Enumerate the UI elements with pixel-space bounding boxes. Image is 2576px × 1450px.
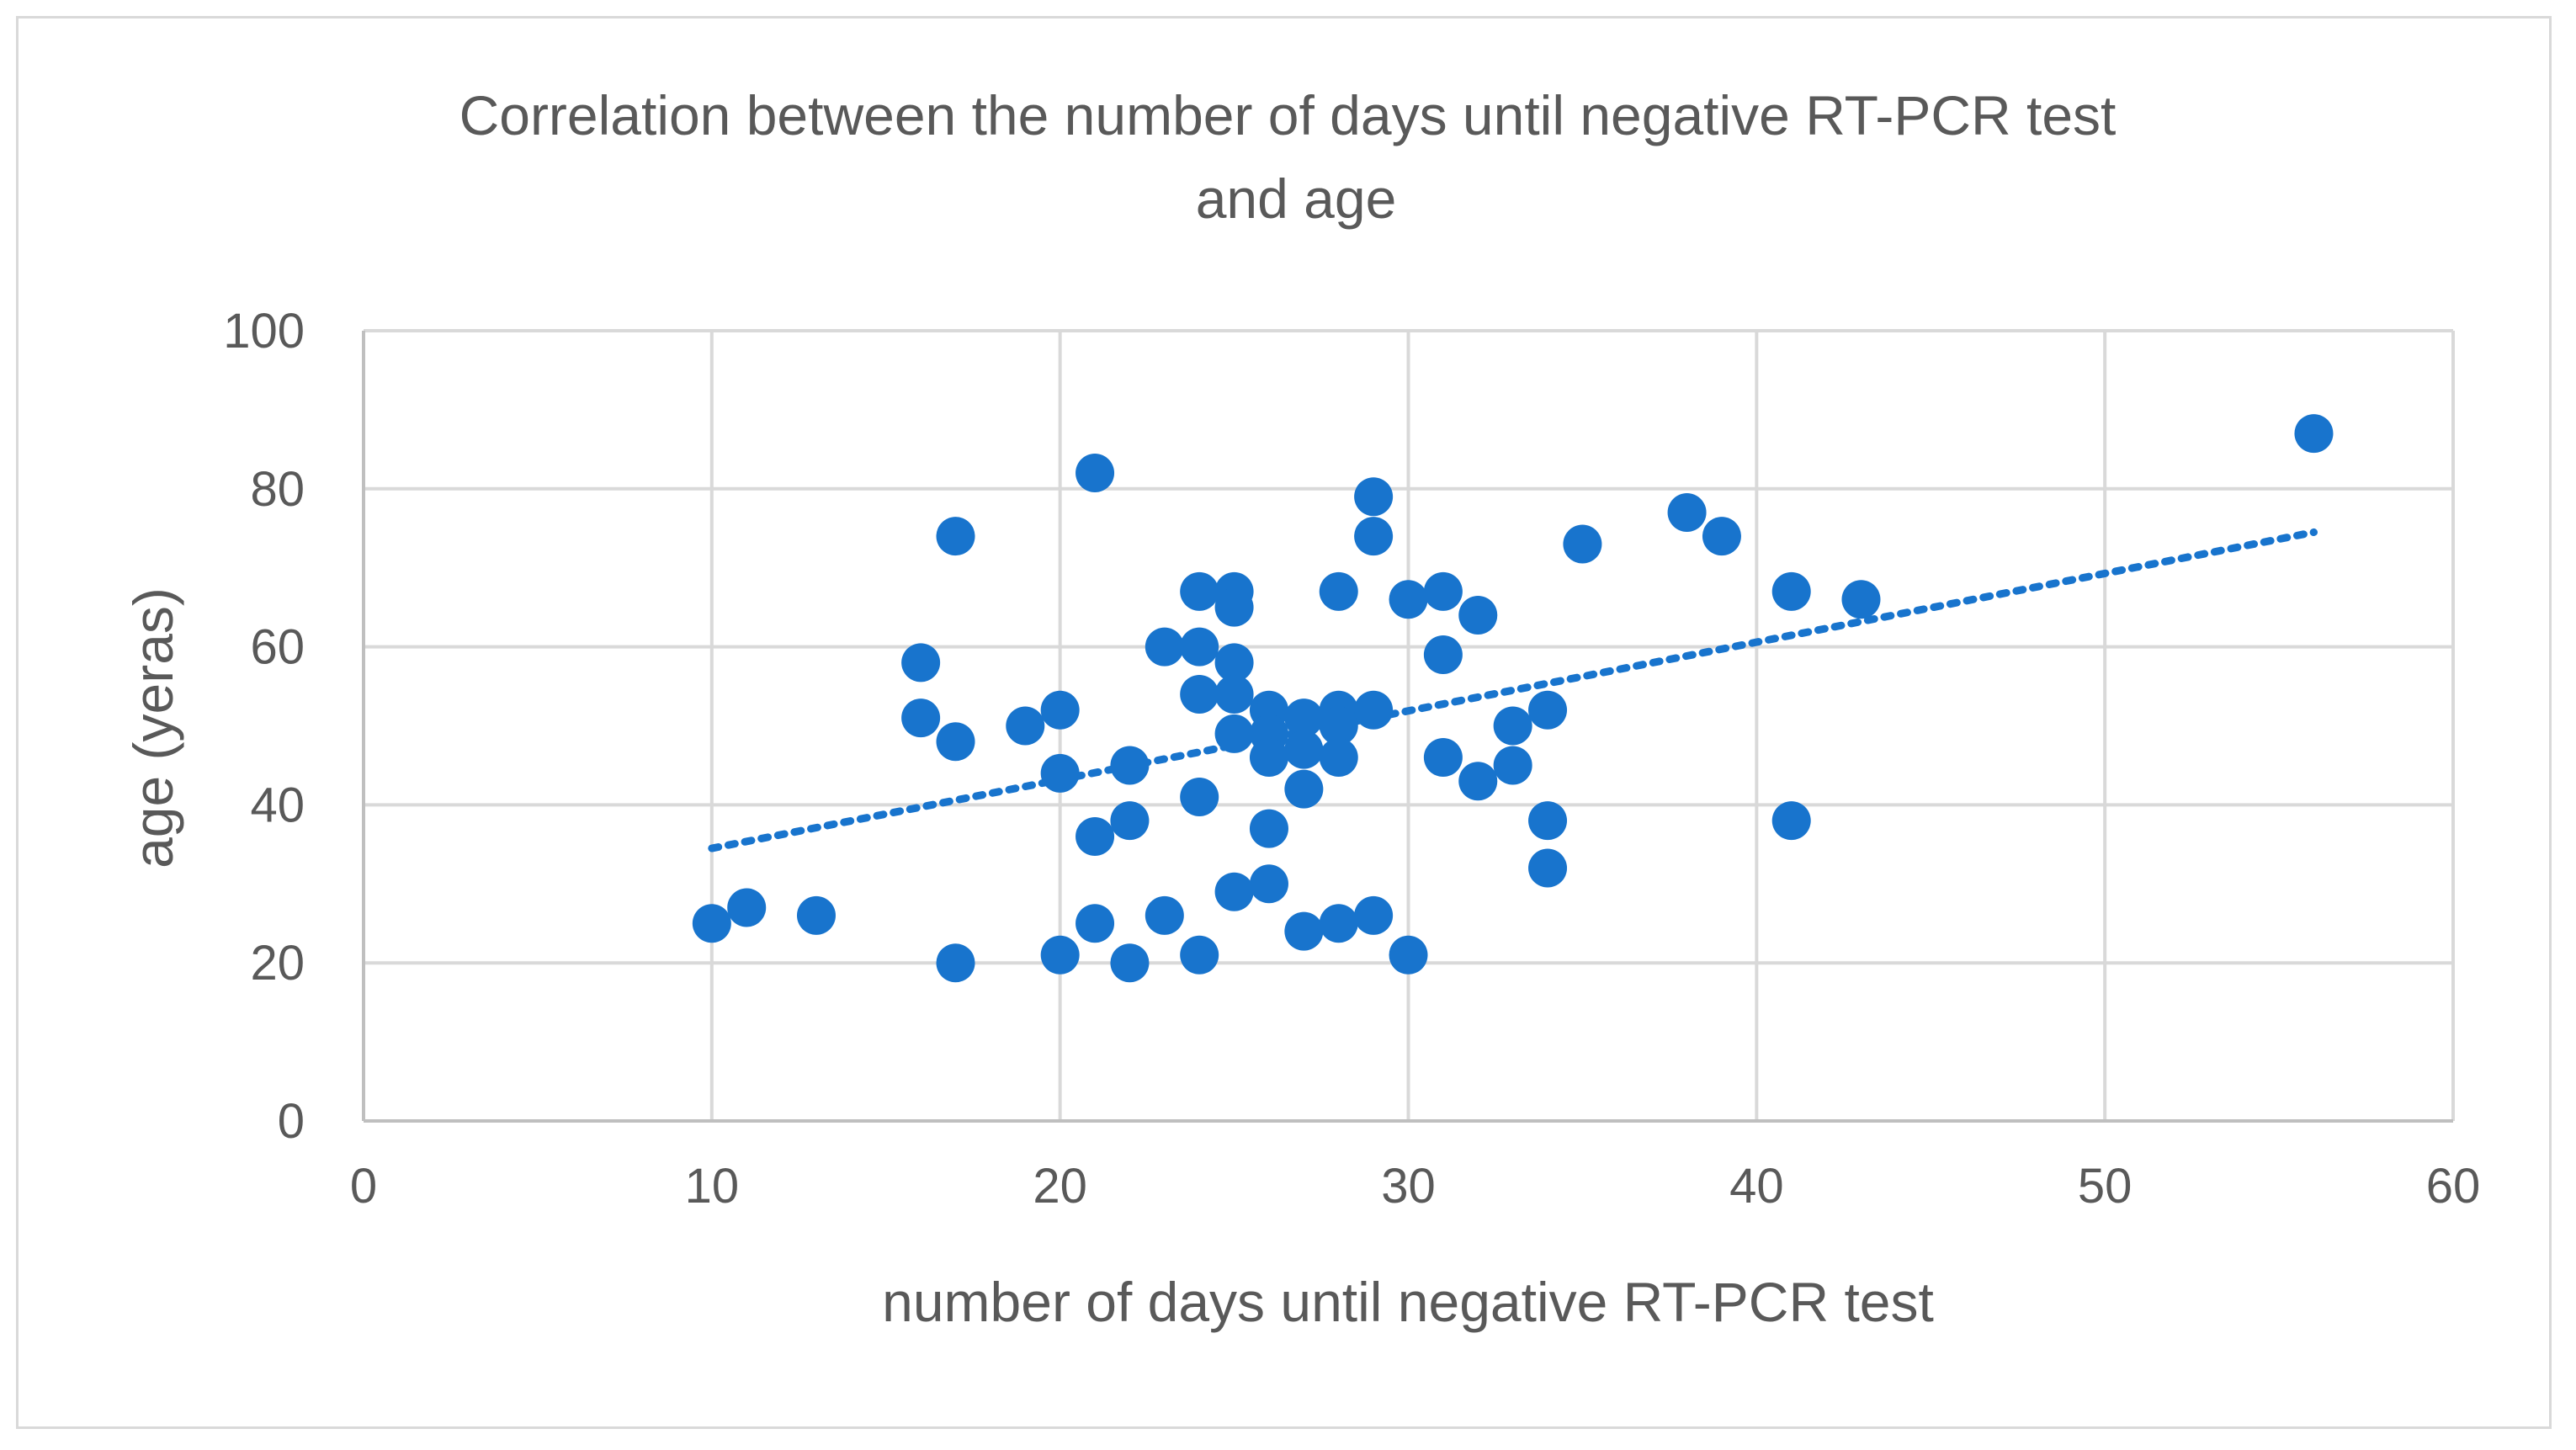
x-axis-title: number of days until negative RT-PCR tes… <box>882 1271 1934 1333</box>
data-point <box>1493 746 1532 785</box>
data-point <box>1040 935 1080 975</box>
data-point <box>692 904 731 943</box>
data-point <box>936 517 975 556</box>
data-point <box>1284 911 1324 951</box>
data-point <box>1180 674 1219 714</box>
chart-title-line-1: Correlation between the number of days u… <box>459 84 2117 146</box>
x-tick-label: 0 <box>350 1159 377 1214</box>
y-tick-label: 0 <box>278 1094 305 1149</box>
data-point <box>1006 706 1045 746</box>
x-tick-label: 20 <box>1033 1159 1087 1214</box>
data-point <box>1076 816 1115 856</box>
y-tick-label: 100 <box>223 304 305 359</box>
x-tick-label: 40 <box>1729 1159 1784 1214</box>
y-tick-label: 20 <box>250 936 305 991</box>
data-point <box>1389 580 1428 619</box>
data-point <box>1214 872 1254 911</box>
y-tick-labels: 0 20 40 60 80 100 <box>223 304 305 1149</box>
data-point <box>901 643 941 683</box>
data-point <box>1771 801 1811 841</box>
data-point <box>1389 935 1428 975</box>
data-point <box>1284 730 1324 769</box>
data-point <box>936 722 975 762</box>
gridlines <box>364 329 2455 1121</box>
data-point <box>1110 746 1150 785</box>
x-tick-label: 60 <box>2426 1159 2481 1214</box>
data-point <box>1528 848 1568 888</box>
x-tick-label: 10 <box>685 1159 740 1214</box>
data-point <box>1145 627 1184 667</box>
data-point <box>1458 596 1498 635</box>
data-point <box>1214 643 1254 683</box>
data-point <box>1354 895 1394 935</box>
data-point <box>1040 690 1080 730</box>
data-point <box>1110 943 1150 983</box>
data-point <box>901 698 941 738</box>
data-point <box>1145 895 1184 935</box>
chart-title-line-2: and age <box>1196 167 1397 230</box>
data-point <box>936 943 975 983</box>
trendline <box>708 528 2318 852</box>
data-point <box>796 895 836 935</box>
data-point <box>1528 690 1568 730</box>
data-point <box>1180 935 1219 975</box>
data-point <box>1528 801 1568 841</box>
y-tick-label: 80 <box>250 462 305 517</box>
data-point <box>1180 627 1219 667</box>
data-point <box>1841 580 1881 619</box>
data-point <box>1319 738 1358 778</box>
data-point <box>1180 778 1219 817</box>
data-point <box>1702 517 1741 556</box>
data-point <box>1319 706 1358 746</box>
data-point <box>1214 714 1254 753</box>
data-point <box>2294 414 2334 454</box>
y-tick-label: 60 <box>250 620 305 675</box>
data-point <box>1771 571 1811 611</box>
data-point <box>1110 801 1150 841</box>
data-point <box>1284 698 1324 738</box>
data-point <box>1076 454 1115 493</box>
data-point <box>1249 809 1288 848</box>
data-point <box>1040 753 1080 793</box>
x-tick-label: 50 <box>2078 1159 2133 1214</box>
data-point <box>1667 492 1707 532</box>
axes <box>362 331 2453 1123</box>
data-points <box>692 414 2334 983</box>
data-point <box>1319 571 1358 611</box>
data-point <box>727 888 767 927</box>
data-point <box>1214 674 1254 714</box>
y-tick-label: 40 <box>250 778 305 832</box>
data-point <box>1354 690 1394 730</box>
data-point <box>1493 706 1532 746</box>
data-point <box>1563 524 1602 564</box>
data-point <box>1214 587 1254 627</box>
data-point <box>1249 738 1288 778</box>
data-point <box>1423 738 1463 778</box>
data-point <box>1423 571 1463 611</box>
x-tick-label: 30 <box>1381 1159 1436 1214</box>
data-point <box>1180 571 1219 611</box>
data-point <box>1284 769 1324 809</box>
data-point <box>1249 864 1288 904</box>
trendline-layer <box>708 528 2318 852</box>
data-point <box>1354 517 1394 556</box>
data-point <box>1458 762 1498 801</box>
data-point <box>1076 904 1115 943</box>
y-axis-title: age (yeras) <box>122 587 184 868</box>
data-point <box>1423 635 1463 674</box>
data-point <box>1319 904 1358 943</box>
data-point <box>1354 477 1394 517</box>
x-tick-labels: 0 10 20 30 40 50 60 <box>350 1159 2480 1214</box>
